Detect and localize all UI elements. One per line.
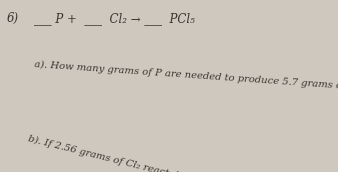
Text: 6): 6) bbox=[7, 12, 19, 25]
Text: ___ P +  ___  Cl₂ → ___  PCl₅: ___ P + ___ Cl₂ → ___ PCl₅ bbox=[34, 12, 195, 25]
Text: b). If 2.56 grams of Cl₂ react, how many grams of P are produced?: b). If 2.56 grams of Cl₂ react, how many… bbox=[27, 134, 338, 172]
Text: a). How many grams of P are needed to produce 5.7 grams of PCl₅?: a). How many grams of P are needed to pr… bbox=[34, 60, 338, 93]
